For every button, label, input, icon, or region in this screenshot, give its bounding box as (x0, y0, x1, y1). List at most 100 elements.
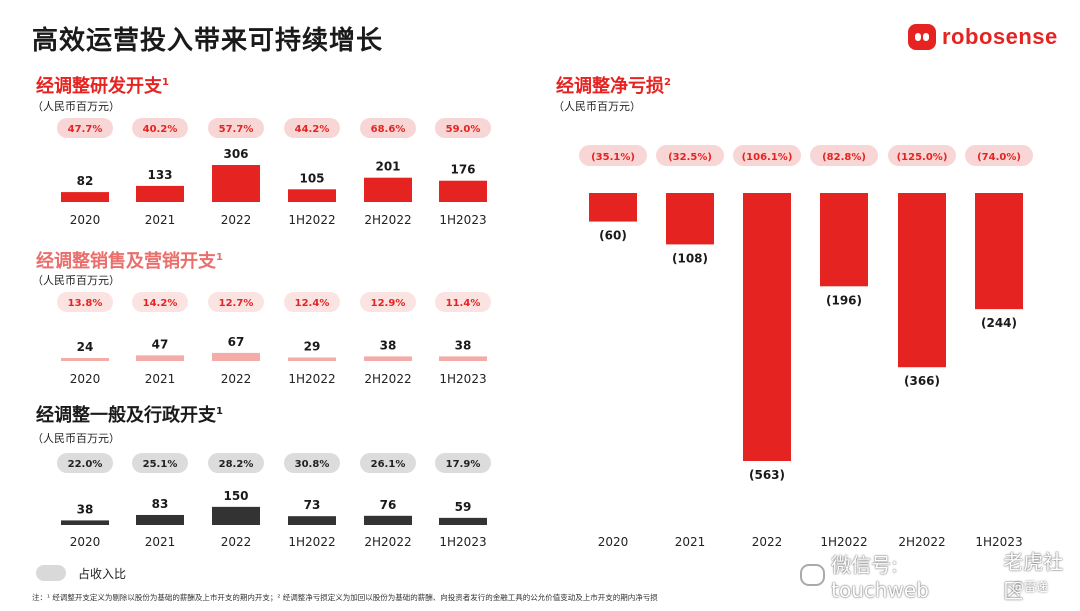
sm-expense-chart: 13.8% 24 2020 14.2% 47 2021 12.7% 67 2022 12.4% 29… (57, 292, 491, 386)
bar (136, 185, 184, 202)
share-label: 68.6% (371, 124, 406, 135)
share-pill (435, 292, 491, 312)
value-label: 76 (380, 498, 397, 512)
value-label: 24 (77, 340, 94, 354)
wechat-icon (800, 564, 826, 586)
watermark: 微信号: touchweb 老虎社区 (800, 546, 1080, 604)
bar (589, 193, 637, 222)
value-label: 201 (375, 160, 400, 174)
bar (898, 193, 946, 368)
category-label: 2021 (145, 535, 176, 549)
category-label: 1H2023 (439, 213, 486, 227)
share-pill (208, 453, 264, 473)
value-label: 67 (228, 335, 245, 349)
bar (136, 514, 184, 525)
bar (975, 193, 1023, 310)
rd-title-sup: 1 (162, 77, 169, 88)
category-label: 2020 (70, 213, 101, 227)
bar (136, 355, 184, 361)
value-label: 176 (450, 163, 475, 177)
share-pill (208, 292, 264, 312)
value-label: 83 (152, 497, 169, 511)
bar (61, 192, 109, 202)
share-pill (360, 118, 416, 138)
value-label: 133 (147, 168, 172, 182)
share-pill (965, 145, 1033, 166)
share-pill (57, 292, 113, 312)
share-label: 12.7% (219, 298, 254, 309)
logo-text: robosense (942, 24, 1058, 49)
value-label: 38 (77, 502, 94, 516)
bar (820, 193, 868, 287)
value-label: 38 (380, 338, 397, 352)
category-label: 1H2022 (288, 213, 335, 227)
value-label: 47 (152, 337, 169, 351)
share-pill (360, 292, 416, 312)
bar (288, 189, 336, 202)
net-loss-title-sup: 2 (664, 77, 671, 88)
category-label: 1H2022 (820, 535, 867, 549)
value-label: 105 (299, 171, 324, 185)
share-label: 30.8% (295, 459, 330, 470)
share-pill (132, 292, 188, 312)
page-title: 高效运营投入带来可持续增长 (32, 26, 384, 56)
category-label: 2022 (221, 213, 252, 227)
share-pill (360, 453, 416, 473)
ga-unit: （人民币百万元） (32, 432, 120, 445)
category-label: 2H2022 (364, 535, 411, 549)
share-pill (656, 145, 724, 166)
sm-title-sup: 1 (216, 252, 223, 263)
share-pill (208, 118, 264, 138)
bar (288, 516, 336, 525)
legend-label: 占收入比 (78, 567, 127, 581)
rd-unit: （人民币百万元） (32, 100, 120, 113)
ga-title-sup: 1 (216, 406, 223, 417)
bar (212, 506, 260, 525)
category-label: 2021 (145, 213, 176, 227)
bar (666, 193, 714, 245)
net-loss-title-text: 经调整净亏损 (556, 76, 664, 97)
bar (439, 356, 487, 361)
bar (61, 358, 109, 361)
share-pill (284, 118, 340, 138)
share-label: 44.2% (295, 124, 330, 135)
category-label: 2021 (145, 372, 176, 386)
share-label: 22.0% (68, 459, 103, 470)
category-label: 2H2022 (364, 372, 411, 386)
share-label: 12.4% (295, 298, 330, 309)
share-label: (74.0%) (977, 152, 1021, 163)
ga-title-text: 经调整一般及行政开支 (36, 405, 216, 426)
value-label: 73 (304, 498, 321, 512)
category-label: 1H2022 (288, 372, 335, 386)
category-label: 2022 (221, 372, 252, 386)
net-loss-chart-title: 经调整净亏损2 (556, 72, 671, 98)
category-label: 2022 (221, 535, 252, 549)
bar (743, 193, 791, 461)
share-pill (284, 453, 340, 473)
share-pill (57, 453, 113, 473)
value-label: (60) (599, 229, 627, 243)
net-loss-unit: （人民币百万元） (553, 100, 641, 113)
share-pill (810, 145, 878, 166)
category-label: 2020 (598, 535, 629, 549)
share-label: (82.8%) (822, 152, 866, 163)
share-label: 59.0% (446, 124, 481, 135)
share-label: (106.1%) (742, 152, 793, 163)
value-label: 59 (455, 500, 472, 514)
sm-title-text: 经调整销售及营销开支 (36, 251, 216, 272)
share-pill (132, 453, 188, 473)
category-label: 1H2023 (975, 535, 1022, 549)
bar (212, 165, 260, 202)
category-label: 2022 (752, 535, 783, 549)
sm-unit: （人民币百万元） (32, 274, 120, 287)
share-pill (435, 453, 491, 473)
share-label: (125.0%) (897, 152, 948, 163)
share-pill (435, 118, 491, 138)
share-pill (57, 118, 113, 138)
rd-title-text: 经调整研发开支 (36, 76, 162, 97)
share-label: 13.8% (68, 298, 103, 309)
robosense-logo: robosense (908, 22, 1058, 52)
value-label: 306 (223, 147, 248, 161)
share-pill (888, 145, 956, 166)
value-label: (244) (981, 316, 1017, 330)
